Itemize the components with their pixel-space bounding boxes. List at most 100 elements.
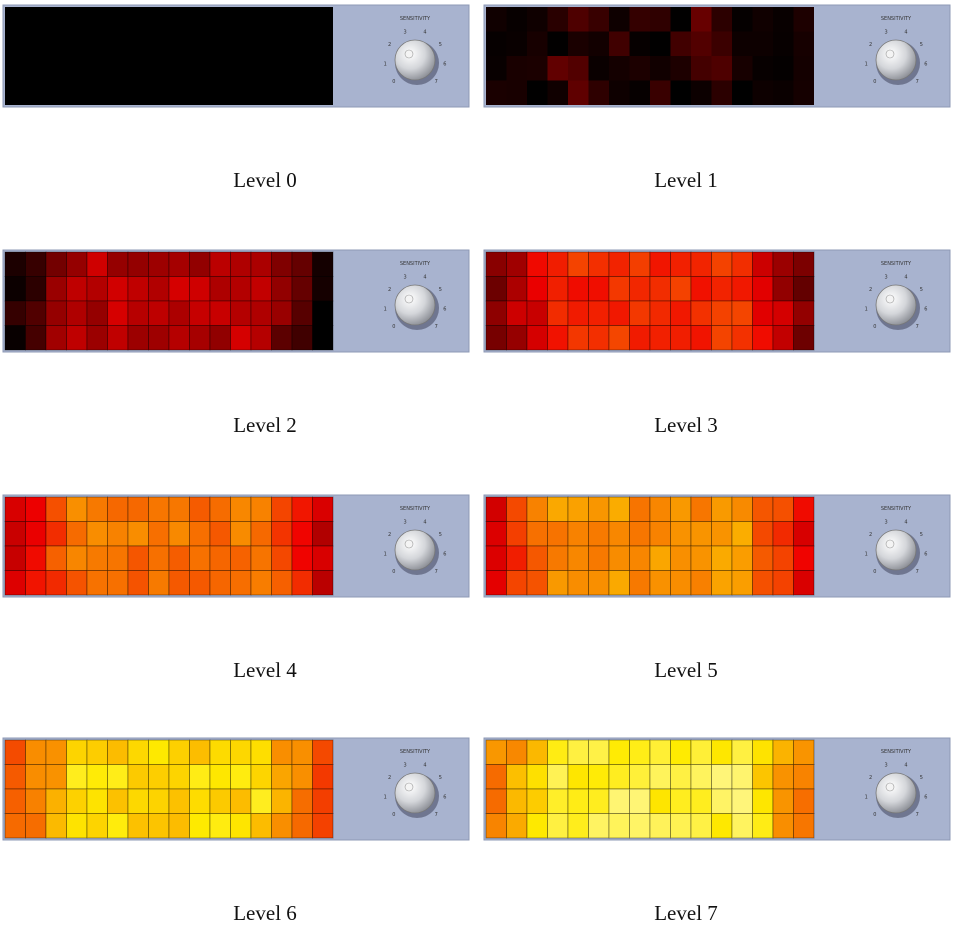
- knob-scale-label: 5: [439, 775, 442, 781]
- cell: [527, 277, 548, 302]
- knob-scale-label: 6: [924, 551, 927, 557]
- cell: [108, 522, 129, 547]
- cell: [26, 571, 47, 596]
- knob-scale-label: 0: [873, 79, 876, 85]
- caption: Level 4: [233, 658, 297, 682]
- cell: [609, 789, 630, 814]
- cell: [650, 56, 671, 81]
- caption: Level 1: [654, 168, 718, 192]
- cell: [26, 252, 47, 277]
- caption: Level 6: [233, 901, 297, 925]
- cell: [128, 789, 149, 814]
- cell: [568, 522, 589, 547]
- cell: [589, 497, 610, 522]
- cell: [589, 546, 610, 571]
- knob-scale-label: 0: [873, 569, 876, 575]
- cell: [210, 301, 231, 326]
- cell: [794, 56, 815, 81]
- knob: [876, 530, 916, 570]
- cell: [548, 789, 569, 814]
- cell: [210, 571, 231, 596]
- caption: Level 5: [654, 658, 718, 682]
- knob-scale-label: 7: [435, 812, 438, 818]
- cell: [794, 571, 815, 596]
- cell: [169, 546, 190, 571]
- cell: [794, 7, 815, 32]
- knob-scale-label: 2: [869, 42, 872, 48]
- cell: [486, 571, 507, 596]
- knob-scale-label: 1: [865, 794, 868, 800]
- cell: [486, 789, 507, 814]
- cell: [26, 814, 47, 839]
- cell: [650, 277, 671, 302]
- cell: [712, 252, 733, 277]
- cell: [630, 252, 651, 277]
- cell: [609, 277, 630, 302]
- cell: [691, 7, 712, 32]
- cell: [87, 740, 108, 765]
- knob-pointer: [886, 50, 894, 58]
- cell: [251, 522, 272, 547]
- cell: [169, 326, 190, 351]
- cell: [486, 814, 507, 839]
- cell: [671, 765, 692, 790]
- cell: [773, 277, 794, 302]
- cell: [272, 522, 293, 547]
- cell: [5, 765, 26, 790]
- cell: [753, 497, 774, 522]
- cell: [712, 56, 733, 81]
- cell: [794, 789, 815, 814]
- cell: [691, 497, 712, 522]
- cell: [149, 301, 170, 326]
- cell: [190, 277, 211, 302]
- cell: [108, 497, 129, 522]
- cell: [67, 789, 88, 814]
- cell: [5, 252, 26, 277]
- cell: [589, 277, 610, 302]
- cell: [46, 740, 67, 765]
- cell: [210, 546, 231, 571]
- cell: [630, 32, 651, 57]
- cell: [251, 740, 272, 765]
- cell: [507, 740, 528, 765]
- cell: [671, 740, 692, 765]
- cell: [773, 789, 794, 814]
- cell: [231, 252, 252, 277]
- cell: [753, 740, 774, 765]
- knob-scale-label: 0: [392, 79, 395, 85]
- cell: [87, 326, 108, 351]
- cell: [609, 546, 630, 571]
- cell: [231, 789, 252, 814]
- knob-label: SENSITIVITY: [881, 16, 912, 22]
- cell: [568, 789, 589, 814]
- cell: [712, 32, 733, 57]
- cell: [507, 301, 528, 326]
- cell: [313, 252, 334, 277]
- cell: [691, 814, 712, 839]
- cell: [5, 571, 26, 596]
- cell: [5, 814, 26, 839]
- cell: [712, 546, 733, 571]
- cell: [190, 765, 211, 790]
- cell: [773, 326, 794, 351]
- cell: [486, 277, 507, 302]
- cell: [26, 522, 47, 547]
- cell: [67, 301, 88, 326]
- cell: [548, 277, 569, 302]
- cell: [87, 301, 108, 326]
- cell: [773, 814, 794, 839]
- cell: [149, 546, 170, 571]
- cell: [251, 301, 272, 326]
- cell: [231, 497, 252, 522]
- cell: [190, 326, 211, 351]
- cell: [272, 789, 293, 814]
- cell: [272, 571, 293, 596]
- cell: [671, 32, 692, 57]
- cell: [650, 546, 671, 571]
- knob-scale-label: 7: [916, 79, 919, 85]
- cell: [5, 326, 26, 351]
- cell: [773, 301, 794, 326]
- knob-pointer: [405, 540, 413, 548]
